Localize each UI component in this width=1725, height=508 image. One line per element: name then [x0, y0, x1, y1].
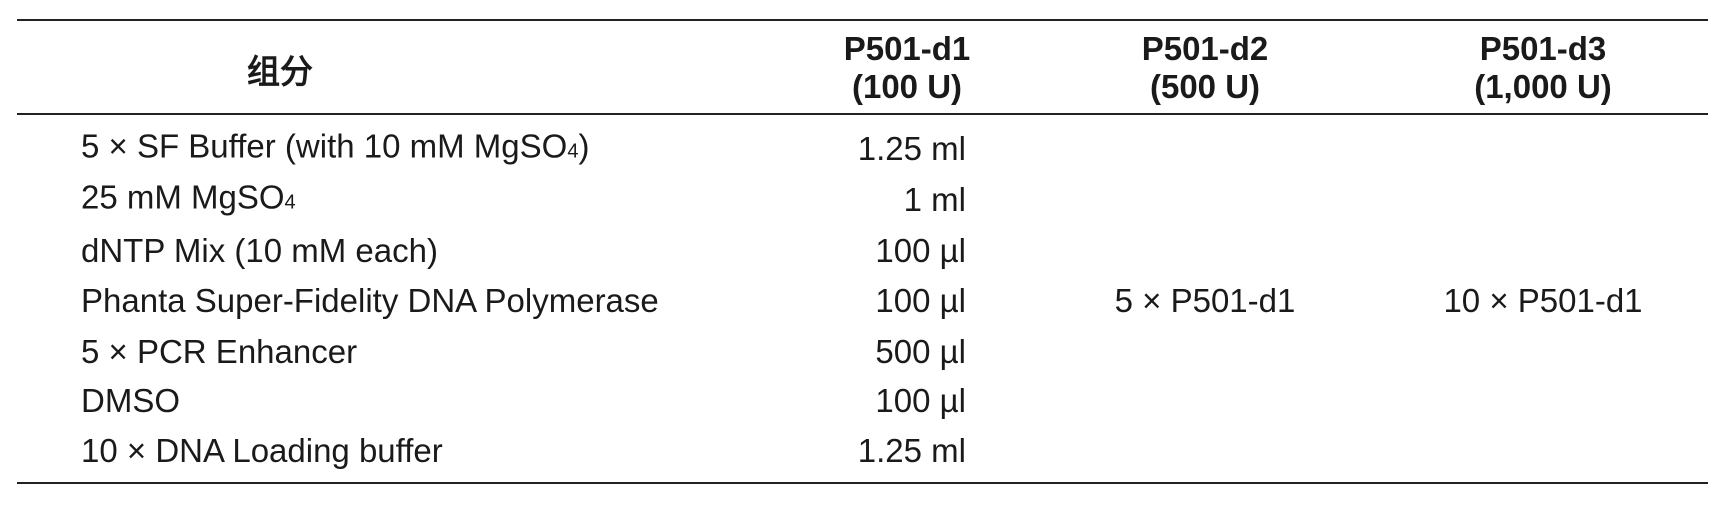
subscript: 4 — [284, 191, 296, 214]
header-cell: P501-d3 — [1479, 30, 1607, 67]
amount-cell: 100 µl — [875, 282, 966, 319]
component-name: dNTP Mix (10 mM each) — [81, 232, 438, 269]
header-cell: P501-d1 — [843, 30, 971, 67]
component-cell: 5 × SF Buffer (with 10 mM MgSO4) — [81, 128, 589, 171]
component-name: DMSO — [81, 382, 180, 419]
header-cell: (1,000 U) — [1474, 68, 1612, 105]
amount-cell: 1.25 ml — [857, 432, 966, 469]
component-name: Phanta Super-Fidelity DNA Polymerase — [81, 282, 659, 319]
header-cell: (500 U) — [1149, 68, 1261, 105]
amount-cell: 100 µl — [875, 232, 966, 269]
component-suffix: ) — [578, 127, 590, 165]
bottom-rule — [17, 482, 1708, 484]
component-name: 25 mM MgSO — [81, 178, 285, 216]
component-name: 5 × PCR Enhancer — [81, 333, 358, 370]
header-cell: (100 U) — [851, 68, 963, 105]
component-cell: 10 × DNA Loading buffer — [81, 432, 443, 470]
header-rule — [17, 113, 1708, 115]
amount-cell: 1.25 ml — [857, 130, 966, 167]
amount-cell: 1 ml — [903, 181, 966, 218]
amount-cell: 100 µl — [875, 382, 966, 419]
component-name: 10 × DNA Loading buffer — [81, 432, 443, 469]
top-rule — [17, 19, 1708, 21]
component-cell: 5 × PCR Enhancer — [81, 333, 357, 371]
component-cell: dNTP Mix (10 mM each) — [81, 232, 438, 270]
merged-cell: 10 × P501-d1 — [1443, 282, 1643, 319]
component-name: 5 × SF Buffer (with 10 mM MgSO — [81, 127, 568, 165]
merged-cell: 5 × P501-d1 — [1114, 282, 1296, 319]
amount-cell: 500 µl — [875, 333, 966, 370]
component-cell: DMSO — [81, 382, 180, 420]
subscript: 4 — [567, 140, 579, 163]
header-cell: P501-d2 — [1141, 30, 1269, 67]
header-cell: 组分 — [247, 53, 313, 90]
component-cell: 25 mM MgSO4 — [81, 179, 296, 222]
component-cell: Phanta Super-Fidelity DNA Polymerase — [81, 282, 659, 320]
